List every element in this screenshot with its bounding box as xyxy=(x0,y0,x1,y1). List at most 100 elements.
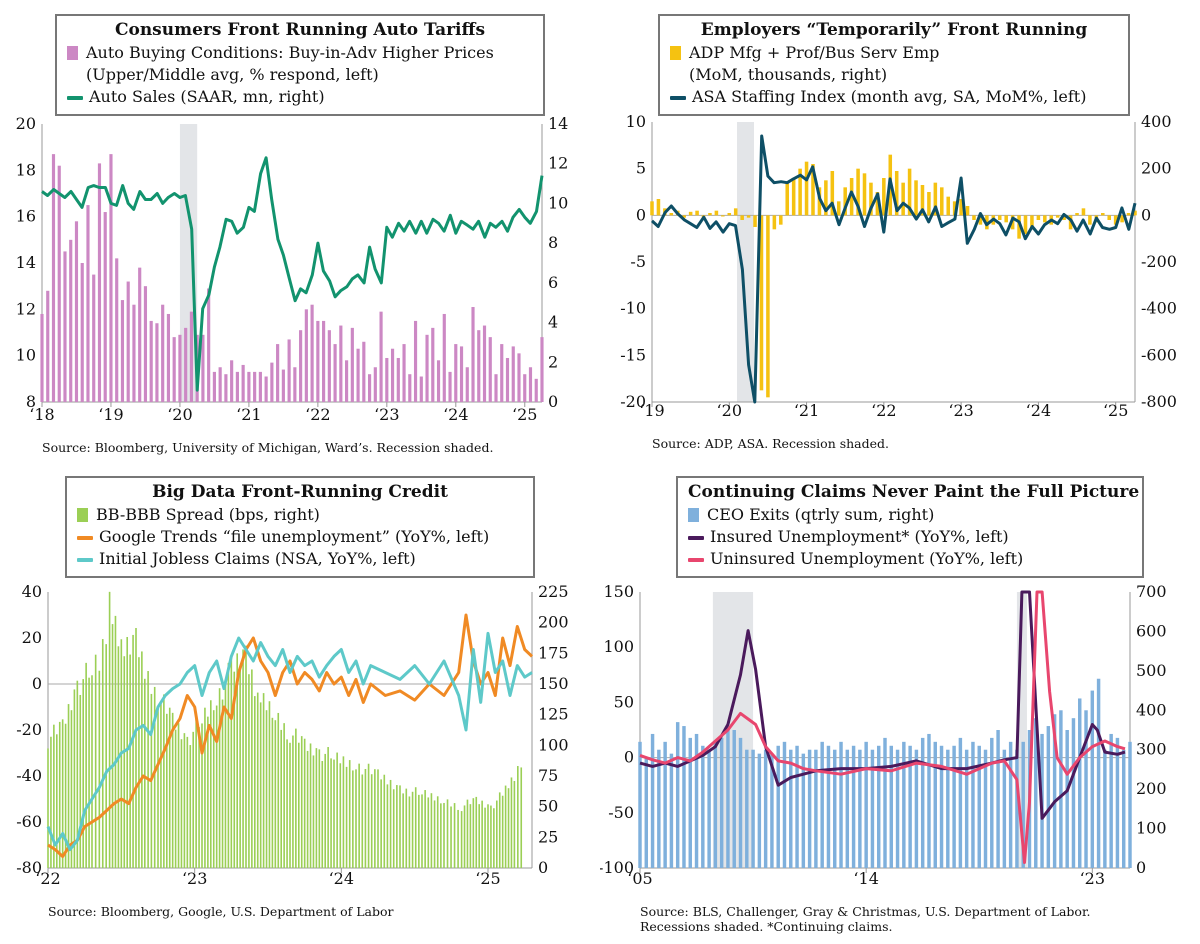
bar xyxy=(876,745,881,868)
bar xyxy=(171,712,174,868)
x-tick-label: ‘19 xyxy=(639,401,664,420)
bar xyxy=(265,710,268,868)
bar xyxy=(233,671,236,868)
legend-item: Auto Buying Conditions: Buy-in-Adv Highe… xyxy=(67,42,533,86)
bar xyxy=(688,737,692,868)
bar xyxy=(1015,749,1019,868)
x-tick-label: ‘22 xyxy=(35,869,60,888)
x-tick-label: ‘20 xyxy=(167,405,192,424)
bar xyxy=(377,769,379,868)
bar xyxy=(201,334,205,402)
bar xyxy=(172,337,176,402)
bar xyxy=(830,171,835,216)
bar xyxy=(804,161,809,216)
legend-swatch xyxy=(670,46,681,60)
y-left-tick-label: 0 xyxy=(636,205,646,224)
x-tick-label: ‘20 xyxy=(717,401,742,420)
bar xyxy=(814,749,818,868)
x-tick-label: ‘21 xyxy=(236,405,261,424)
bar xyxy=(770,753,774,868)
bar xyxy=(952,201,957,216)
bar xyxy=(324,753,327,868)
legend-item: Uninsured Unemployment (YoY%, left) xyxy=(688,548,1132,570)
legend-item: Initial Jobless Claims (NSA, YoY%, left) xyxy=(77,548,523,570)
bar xyxy=(977,745,981,868)
bar xyxy=(306,750,309,868)
bar xyxy=(327,747,329,868)
bar xyxy=(339,325,343,402)
bar xyxy=(1043,215,1047,223)
x-tick-label: ‘23 xyxy=(1080,869,1105,888)
x-tick-label: ‘23 xyxy=(948,401,973,420)
y-left-tick-label: -5 xyxy=(630,252,646,271)
legend-swatch xyxy=(67,96,83,100)
bar xyxy=(882,178,886,216)
bar xyxy=(669,753,674,868)
bar xyxy=(408,796,411,868)
bar xyxy=(688,211,693,216)
bar xyxy=(165,713,168,868)
bar xyxy=(500,344,504,402)
bar xyxy=(212,371,216,402)
bar xyxy=(98,670,101,868)
bar xyxy=(192,731,195,868)
series-line xyxy=(41,156,544,392)
bar xyxy=(1052,714,1057,868)
bar xyxy=(189,745,192,868)
bar xyxy=(469,804,472,868)
y-right-tick-label: -200 xyxy=(1141,252,1177,271)
bar xyxy=(442,313,446,402)
bar xyxy=(383,774,386,868)
legend-swatch xyxy=(688,558,704,562)
bar xyxy=(174,729,177,868)
bar xyxy=(408,374,412,402)
chart-title: Continuing Claims Never Paint the Full P… xyxy=(688,482,1140,502)
bar xyxy=(745,749,749,868)
bar xyxy=(1023,215,1028,234)
bar xyxy=(430,793,433,868)
bar xyxy=(540,337,544,402)
y-left-tick-label: -10 xyxy=(620,299,646,318)
bar xyxy=(733,208,738,216)
bar xyxy=(510,777,513,868)
bar xyxy=(235,371,239,402)
series-line xyxy=(650,134,1137,404)
bar xyxy=(997,215,1002,220)
y-left-tick-label: -80 xyxy=(16,858,42,877)
bar xyxy=(411,791,414,868)
bar xyxy=(82,679,85,868)
bar xyxy=(289,742,291,868)
bar xyxy=(295,728,297,868)
bar xyxy=(740,215,744,220)
legend-auto-tariffs: Consumers Front Running Auto Tariffs Aut… xyxy=(55,14,545,116)
bar xyxy=(488,337,492,402)
bar xyxy=(443,802,445,868)
bar xyxy=(74,221,79,402)
bar xyxy=(389,779,392,868)
legend-swatch xyxy=(688,536,704,540)
bar xyxy=(513,780,516,868)
bar xyxy=(94,654,97,868)
y-right-tick-label: 2 xyxy=(548,352,558,371)
bar xyxy=(1088,215,1092,225)
chart-panel-employers: -20 -15 -10 -5 0 5 10 -800 -600 -400 -200 0 200 400 ‘1… xyxy=(600,0,1200,472)
bar xyxy=(304,309,308,402)
x-tick-label: ‘23 xyxy=(182,869,207,888)
y-left-tick-label: 8 xyxy=(26,392,36,411)
bar xyxy=(1090,690,1095,868)
y-right-tick-label: 25 xyxy=(538,827,558,846)
bar xyxy=(92,274,96,402)
legend-label-cont: (MoM, thousands, right) xyxy=(689,65,888,84)
source-line: Recessions shaded. *Continuing claims. xyxy=(640,919,893,934)
bar xyxy=(475,796,478,868)
y-left-tick-label: -15 xyxy=(620,345,646,364)
bar xyxy=(293,367,297,402)
bar xyxy=(138,657,140,868)
bar xyxy=(413,320,418,402)
legend-label: ADP Mfg + Prof/Bus Serv Emp xyxy=(689,43,940,62)
bar xyxy=(471,307,475,402)
y-right-tick-label: 200 xyxy=(538,613,569,632)
chart-title: Big Data Front-Running Credit xyxy=(152,482,448,502)
bar xyxy=(147,671,149,868)
bar xyxy=(418,794,420,868)
